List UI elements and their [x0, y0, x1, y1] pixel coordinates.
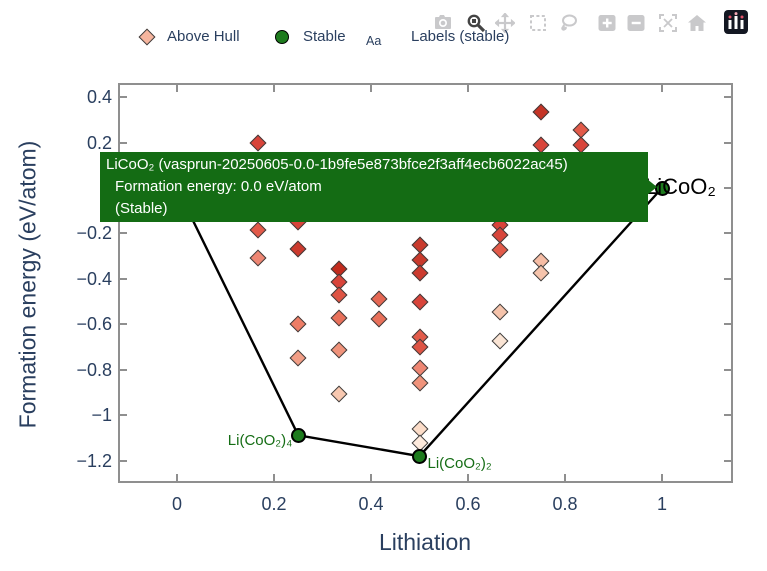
axis-tick [661, 474, 663, 481]
axis-tick [467, 474, 469, 481]
y-tick-label: 0.2 [86, 132, 112, 153]
x-tick-label: 1 [656, 494, 667, 514]
camera-icon[interactable] [433, 13, 453, 33]
axis-tick [724, 368, 731, 371]
y-tick-label: −0.2 [76, 223, 112, 244]
zoom-out-icon[interactable] [626, 13, 646, 33]
y-tick-label: −0.6 [76, 314, 112, 335]
axis-tick [370, 85, 372, 92]
y-tick-label: −1.2 [76, 450, 112, 471]
axis-tick [564, 474, 566, 481]
box-select-icon[interactable] [528, 13, 548, 33]
legend-label: Above Hull [167, 28, 240, 45]
stable-point[interactable] [290, 427, 306, 443]
x-tick-label: 0.2 [261, 494, 287, 514]
y-tick-label: −1 [91, 405, 112, 426]
hover-tooltip: LiCoO₂ (vasprun-20250605-0.0-1b9fe5e873b… [100, 152, 648, 222]
pan-icon[interactable] [495, 13, 515, 33]
legend-item-stable[interactable]: Stable [275, 28, 355, 52]
stable-point[interactable] [412, 448, 427, 464]
axis-tick [273, 85, 275, 92]
axis-tick [661, 85, 663, 92]
legend: Above Hull Stable Aa Labels (stable) [0, 28, 767, 56]
axis-tick [120, 323, 127, 326]
axis-tick [467, 85, 469, 92]
axis-tick [724, 414, 731, 417]
axis-tick [120, 368, 127, 371]
x-axis-title: Lithiation [378, 529, 472, 555]
axis-tick [724, 459, 731, 462]
phase-label: Li(CoO₂)₄ [227, 432, 293, 450]
axis-tick [120, 141, 127, 144]
tooltip-arrow [647, 179, 657, 195]
autoscale-icon[interactable] [658, 13, 678, 33]
legend-item-above-hull[interactable]: Above Hull [138, 28, 256, 52]
stable-circle-icon [275, 30, 289, 44]
axis-tick [120, 232, 127, 235]
legend-label: Labels (stable) [411, 28, 510, 45]
axis-tick [724, 277, 731, 280]
tooltip-formation-energy: Formation energy: 0.0 eV/atom [115, 178, 322, 195]
x-tick-label: 0.8 [552, 494, 578, 514]
x-tick-label: 0 [171, 494, 182, 514]
zoom-icon[interactable] [466, 13, 486, 33]
tooltip-title: LiCoO₂ (vasprun-20250605-0.0-1b9fe5e873b… [106, 156, 568, 173]
axis-tick [176, 85, 178, 92]
axis-tick [724, 187, 731, 189]
axis-tick [120, 414, 127, 417]
y-tick-label: 0.4 [86, 87, 112, 108]
axis-tick [120, 277, 127, 280]
y-axis-title: Formation energy (eV/atom) [14, 140, 41, 429]
home-icon[interactable] [687, 13, 707, 33]
axis-tick [120, 459, 127, 462]
zoom-in-icon[interactable] [597, 13, 617, 33]
legend-item-labels-stable[interactable]: Aa Labels (stable) [366, 28, 526, 52]
axis-tick [120, 96, 127, 99]
axis-tick [176, 474, 178, 481]
x-tick-label: 0.4 [358, 494, 384, 514]
axis-tick [724, 232, 731, 235]
axis-tick [724, 96, 731, 99]
axis-tick [724, 141, 731, 144]
above-hull-diamond-icon [138, 28, 156, 46]
legend-label: Stable [303, 28, 346, 45]
axis-tick [724, 323, 731, 326]
phase-label: Li(CoO₂)₂ [427, 455, 492, 473]
axis-tick [273, 474, 275, 481]
y-tick-label: −0.8 [76, 359, 112, 380]
lasso-icon[interactable] [559, 13, 579, 33]
y-tick-label: −0.4 [76, 268, 112, 289]
x-tick-label: 0.6 [455, 494, 481, 514]
axis-tick [564, 85, 566, 92]
plotly-logo[interactable] [724, 10, 748, 34]
axis-tick [370, 474, 372, 481]
tooltip-stability: (Stable) [115, 200, 168, 217]
aa-text-icon: Aa [366, 34, 382, 48]
plot-area[interactable] [118, 83, 733, 483]
